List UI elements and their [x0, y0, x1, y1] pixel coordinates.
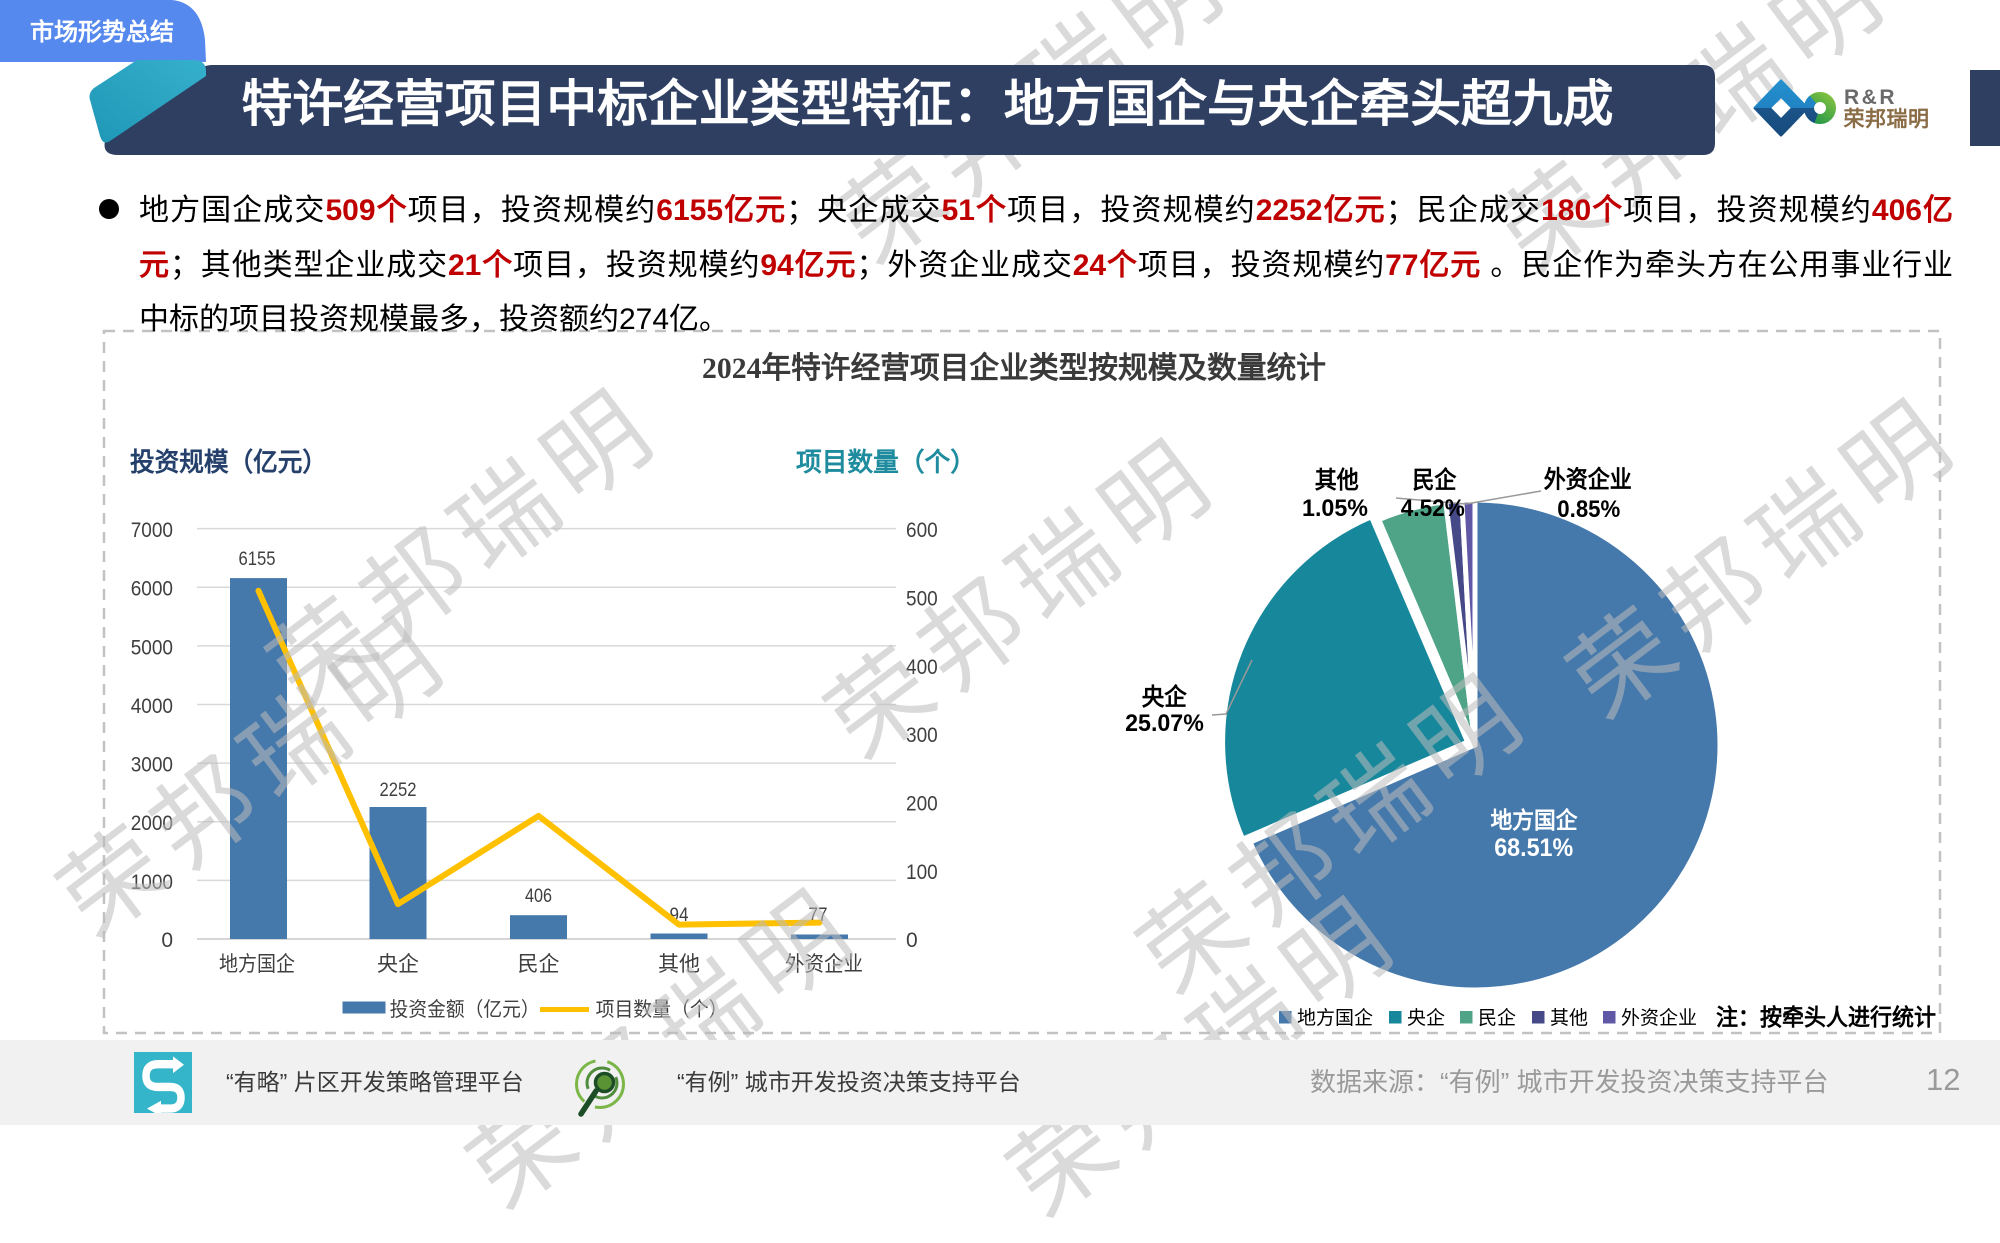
svg-text:2024年特许经营项目企业类型按规模及数量统计: 2024年特许经营项目企业类型按规模及数量统计 [702, 351, 1326, 385]
svg-text:荣邦瑞明: 荣邦瑞明 [1843, 107, 1930, 131]
svg-text:4.52%: 4.52% [1401, 495, 1465, 522]
svg-text:外资企业: 外资企业 [1621, 1007, 1697, 1029]
svg-text:500: 500 [906, 587, 938, 610]
svg-text:25.07%: 25.07% [1125, 710, 1204, 737]
svg-text:外资企业: 外资企业 [1544, 466, 1632, 494]
svg-text:央企: 央企 [377, 953, 419, 976]
svg-text:央企: 央企 [1142, 683, 1188, 711]
svg-text:200: 200 [906, 793, 938, 816]
svg-text:外资企业: 外资企业 [785, 953, 863, 976]
svg-text:406: 406 [525, 886, 552, 907]
svg-text:1.05%: 1.05% [1302, 495, 1368, 522]
svg-text:投资金额（亿元）: 投资金额（亿元） [390, 998, 540, 1021]
svg-text:600: 600 [906, 519, 938, 542]
svg-text:400: 400 [906, 656, 938, 679]
svg-text:地方国企: 地方国企 [1297, 1007, 1373, 1029]
svg-text:0.85%: 0.85% [1557, 496, 1620, 523]
svg-text:68.51%: 68.51% [1494, 834, 1573, 862]
svg-text:0: 0 [161, 929, 173, 952]
svg-text:6155: 6155 [239, 549, 276, 570]
svg-text:7000: 7000 [131, 519, 173, 542]
svg-text:2000: 2000 [131, 812, 173, 835]
svg-text:2252: 2252 [380, 780, 417, 801]
svg-text:R&R: R&R [1844, 86, 1897, 109]
svg-text:3000: 3000 [131, 754, 173, 777]
svg-text:地方国企: 地方国企 [219, 953, 295, 976]
svg-text:其他: 其他 [1315, 467, 1359, 494]
svg-text:特许经营项目中标企业类型特征：地方国企与央企牵头超九成: 特许经营项目中标企业类型特征：地方国企与央企牵头超九成 [242, 76, 1614, 132]
svg-text:民企: 民企 [1412, 466, 1457, 494]
svg-text:投资规模（亿元）: 投资规模（亿元） [130, 447, 327, 477]
svg-text:项目数量（个）: 项目数量（个） [596, 998, 728, 1021]
svg-text:地方国企: 地方国企 [1491, 807, 1579, 833]
svg-text:项目数量（个）: 项目数量（个） [796, 447, 976, 477]
svg-text:民企: 民企 [1478, 1007, 1516, 1029]
svg-text:其他: 其他 [658, 953, 700, 976]
svg-text:1000: 1000 [131, 871, 173, 894]
svg-text:5000: 5000 [131, 636, 173, 659]
svg-text:央企: 央企 [1407, 1007, 1445, 1029]
svg-text:其他: 其他 [1550, 1007, 1588, 1029]
svg-text:6000: 6000 [131, 578, 173, 601]
svg-text:4000: 4000 [131, 695, 173, 718]
svg-text:300: 300 [906, 724, 938, 747]
svg-text:注：按牵头人进行统计: 注：按牵头人进行统计 [1716, 1004, 1936, 1030]
svg-text:100: 100 [906, 861, 938, 884]
svg-text:民企: 民企 [518, 953, 560, 976]
svg-text:市场形势总结: 市场形势总结 [30, 18, 174, 46]
svg-text:0: 0 [906, 929, 918, 952]
